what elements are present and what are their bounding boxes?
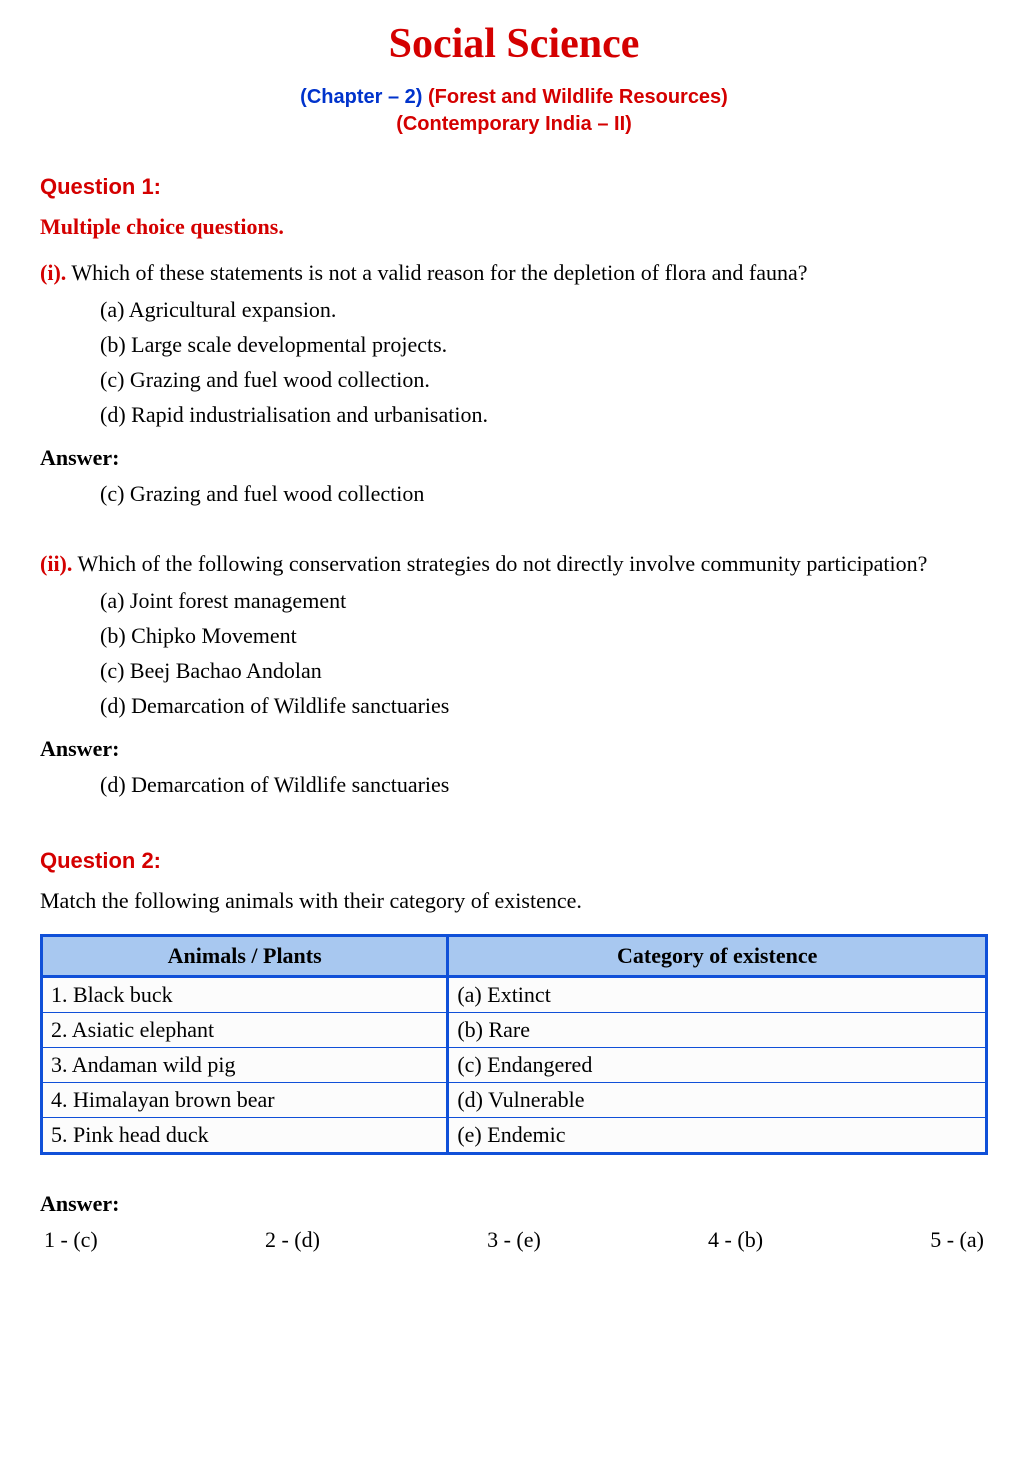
table-header: Category of existence	[448, 936, 987, 977]
question-ii-block: (ii). Which of the following conservatio…	[40, 547, 988, 798]
table-cell: 5. Pink head duck	[42, 1118, 448, 1154]
question-ii-options: (a) Joint forest management (b) Chipko M…	[40, 584, 988, 722]
option: (c) Beej Bachao Andolan	[100, 654, 988, 687]
question-ii-text: Which of the following conservation stra…	[72, 551, 927, 576]
match-table: Animals / Plants Category of existence 1…	[40, 934, 988, 1155]
question-i-block: (i). Which of these statements is not a …	[40, 256, 988, 507]
table-row: 5. Pink head duck (e) Endemic	[42, 1118, 987, 1154]
mcq-heading: Multiple choice questions.	[40, 214, 988, 240]
match-answer: 4 - (b)	[708, 1227, 763, 1253]
table-cell: 4. Himalayan brown bear	[42, 1083, 448, 1118]
table-cell: 1. Black buck	[42, 977, 448, 1013]
question-2-heading: Question 2:	[40, 848, 988, 874]
table-cell: (a) Extinct	[448, 977, 987, 1013]
answer-text: (d) Demarcation of Wildlife sanctuaries	[40, 772, 988, 798]
option: (b) Chipko Movement	[100, 619, 988, 652]
option: (b) Large scale developmental projects.	[100, 328, 988, 361]
question-i-number: (i).	[40, 260, 66, 285]
chapter-name: (Forest and Wildlife Resources)	[428, 86, 728, 108]
answer-label: Answer:	[40, 736, 988, 762]
table-row: 3. Andaman wild pig (c) Endangered	[42, 1048, 987, 1083]
table-cell: (b) Rare	[448, 1013, 987, 1048]
question-2-intro: Match the following animals with their c…	[40, 888, 988, 914]
answer-text: (c) Grazing and fuel wood collection	[40, 481, 988, 507]
table-row: 2. Asiatic elephant (b) Rare	[42, 1013, 987, 1048]
question-1-heading: Question 1:	[40, 174, 988, 200]
match-answer: 2 - (d)	[265, 1227, 320, 1253]
chapter-subtitle: (Contemporary India – II)	[40, 113, 988, 136]
question-i-stem: (i). Which of these statements is not a …	[40, 256, 988, 289]
table-row: 1. Black buck (a) Extinct	[42, 977, 987, 1013]
answer-label: Answer:	[40, 445, 988, 471]
option: (a) Joint forest management	[100, 584, 988, 617]
table-cell: 2. Asiatic elephant	[42, 1013, 448, 1048]
question-i-text: Which of these statements is not a valid…	[66, 260, 807, 285]
question-2-block: Question 2: Match the following animals …	[40, 848, 988, 1253]
answer-label: Answer:	[40, 1191, 988, 1217]
match-answer: 3 - (e)	[487, 1227, 541, 1253]
option: (a) Agricultural expansion.	[100, 293, 988, 326]
table-cell: 3. Andaman wild pig	[42, 1048, 448, 1083]
option: (d) Demarcation of Wildlife sanctuaries	[100, 689, 988, 722]
page-title: Social Science	[40, 20, 988, 68]
chapter-prefix: (Chapter – 2)	[300, 86, 428, 108]
question-ii-stem: (ii). Which of the following conservatio…	[40, 547, 988, 580]
table-header: Animals / Plants	[42, 936, 448, 977]
match-answer: 1 - (c)	[44, 1227, 98, 1253]
table-cell: (c) Endangered	[448, 1048, 987, 1083]
option: (c) Grazing and fuel wood collection.	[100, 363, 988, 396]
table-row: 4. Himalayan brown bear (d) Vulnerable	[42, 1083, 987, 1118]
question-ii-number: (ii).	[40, 551, 72, 576]
question-i-options: (a) Agricultural expansion. (b) Large sc…	[40, 293, 988, 431]
table-cell: (e) Endemic	[448, 1118, 987, 1154]
option: (d) Rapid industrialisation and urbanisa…	[100, 398, 988, 431]
table-cell: (d) Vulnerable	[448, 1083, 987, 1118]
match-answer: 5 - (a)	[930, 1227, 984, 1253]
answer-row: 1 - (c) 2 - (d) 3 - (e) 4 - (b) 5 - (a)	[40, 1227, 988, 1253]
chapter-line: (Chapter – 2) (Forest and Wildlife Resou…	[40, 86, 988, 109]
